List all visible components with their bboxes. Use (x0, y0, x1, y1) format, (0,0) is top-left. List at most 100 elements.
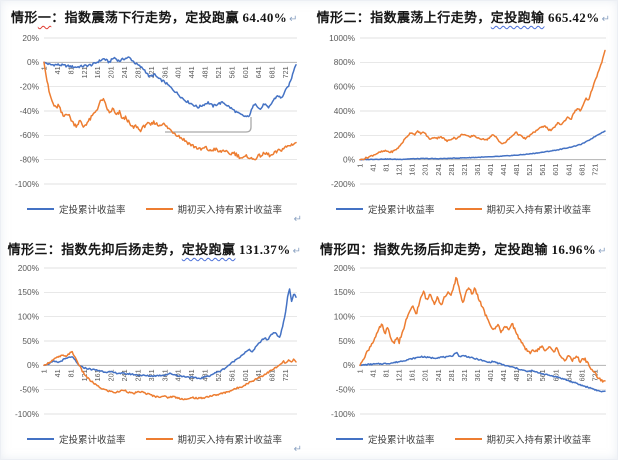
y-axis-tick-label: 1000% (329, 33, 355, 43)
x-axis-tick-label: 641 (564, 164, 573, 176)
legend-label: 期初买入持有累计收益率 (177, 435, 283, 446)
y-axis-tick-label: -100% (331, 409, 356, 419)
x-axis-tick-label: 161 (93, 66, 102, 78)
legend-label: 定投累计收益率 (58, 205, 126, 216)
x-axis-tick-label: 641 (564, 369, 573, 381)
x-axis-tick-label: 601 (551, 164, 560, 176)
title-segment: ：指数震荡下行走势，定投跑赢 (51, 10, 243, 25)
x-axis-tick-label: 521 (214, 66, 223, 78)
legend-item: 定投累计收益率 (26, 432, 126, 446)
legend-label: 期初买入持有累计收益率 (177, 205, 283, 216)
x-axis-tick-label: 521 (214, 369, 223, 381)
x-axis-tick-label: 561 (538, 164, 547, 176)
x-axis-tick-label: 41 (53, 66, 62, 74)
legend-line-swatch (145, 208, 173, 210)
x-axis-tick-label: 161 (408, 164, 417, 176)
x-axis-tick-label: 1 (356, 164, 365, 168)
x-axis-tick-label: 321 (460, 164, 469, 176)
series-line-buy-and-hold (359, 49, 606, 161)
x-axis-tick-label: 561 (538, 369, 547, 381)
legend-item: 定投累计收益率 (26, 202, 126, 216)
x-axis-tick-label: 401 (486, 369, 495, 381)
x-axis-tick-label: 561 (227, 66, 236, 78)
x-axis-tick-label: 321 (147, 66, 156, 78)
line-chart-scenario-1: 20% 0% -20% -40% -60% -80% -100% 1 41 81 121 161 201… (15, 33, 297, 189)
legend-item: 期初买入持有累计收益率 (145, 432, 283, 446)
y-axis-tick-label: 50% (338, 336, 355, 346)
x-axis-tick-label: 361 (160, 66, 169, 78)
y-axis-tick-label: -60% (20, 130, 40, 140)
x-axis-tick-label: 681 (577, 369, 586, 381)
x-axis-tick-label: 641 (254, 66, 263, 78)
series-line-sip (43, 288, 297, 380)
title-segment: 131.37% (235, 242, 291, 257)
y-axis-tick-label: 100% (334, 311, 356, 321)
y-axis-tick-label: 0% (27, 360, 40, 370)
x-axis-tick-label: 721 (590, 369, 599, 381)
y-axis-tick-label: 200% (334, 263, 356, 273)
x-axis-tick-label: 281 (447, 164, 456, 176)
y-axis-tick-label: 600% (334, 81, 356, 91)
legend-item: 期初买入持有累计收益率 (454, 202, 591, 216)
x-axis-tick-label: 561 (227, 369, 236, 381)
x-axis-tick-label: 81 (66, 66, 75, 74)
y-axis-tick-label: -100% (15, 179, 40, 189)
x-axis-tick-label: 241 (120, 369, 129, 381)
title-segment: 一 (37, 10, 52, 25)
x-axis-tick-label: 681 (268, 66, 277, 78)
title-segment: 665.42% (544, 10, 600, 25)
x-axis-tick-label: 721 (281, 66, 290, 78)
x-axis-tick-label: 441 (499, 164, 508, 176)
chart-panel-scenario-1: 情形一：指数震荡下行走势，定投跑赢 64.40% ↵ 20% 0% -20% -40% -… (0, 0, 309, 230)
chart-title-scenario-1: 情形一：指数震荡下行走势，定投跑赢 64.40% ↵ (0, 7, 309, 26)
callout-leader-line (165, 117, 252, 133)
legend-item: 定投累计收益率 (335, 432, 435, 446)
x-axis-tick-label: 681 (268, 369, 277, 381)
x-axis-tick-label: 81 (382, 369, 391, 377)
title-segment: 定投跑赢 (181, 242, 236, 257)
x-axis-tick-label: 521 (525, 164, 534, 176)
y-axis-tick-label: 0% (343, 360, 356, 370)
legend-line-swatch (26, 438, 54, 440)
x-axis-tick-label: 201 (107, 66, 116, 78)
x-axis-tick-label: 321 (460, 369, 469, 381)
x-axis-tick-label: 721 (281, 369, 290, 381)
y-axis-tick-label: 800% (334, 57, 356, 67)
x-axis-tick-label: 161 (93, 369, 102, 381)
y-axis-tick-label: -80% (20, 154, 40, 164)
x-axis-tick-label: 41 (369, 164, 378, 172)
x-axis-tick-label: 401 (174, 369, 183, 381)
y-axis-tick-label: 0% (343, 154, 356, 164)
x-axis-tick-label: 121 (80, 66, 89, 78)
x-axis-tick-label: 81 (66, 369, 75, 377)
legend-label: 定投累计收益率 (58, 435, 126, 446)
chart-panel-scenario-3: 情形三：指数先抑后扬走势，定投跑赢 131.37% ↵ 200% 150% 100% 5… (0, 230, 309, 460)
legend-item: 期初买入持有累计收益率 (145, 202, 283, 216)
title-segment: 定投跑输 (490, 10, 545, 25)
series-line-buy-and-hold (43, 61, 297, 161)
y-axis-tick-label: -200% (331, 179, 356, 189)
x-axis-tick-label: 201 (421, 369, 430, 381)
y-axis-tick-label: 400% (334, 106, 356, 116)
y-axis-tick-label: -100% (15, 409, 40, 419)
paragraph-mark-icon: ↵ (598, 246, 607, 257)
x-axis-tick-label: 121 (395, 164, 404, 176)
x-axis-tick-label: 521 (525, 369, 534, 381)
x-axis-tick-label: 641 (254, 369, 263, 381)
x-axis-tick-label: 481 (201, 369, 210, 381)
x-axis-tick-label: 281 (133, 66, 142, 78)
title-segment: 情形三：指数先抑后扬走势， (7, 242, 182, 257)
x-axis-tick-label: 361 (473, 369, 482, 381)
chart-legend-scenario-2: 定投累计收益率 期初买入持有累计收益率 (309, 201, 618, 217)
title-segment: 情形 (11, 10, 38, 25)
y-axis-tick-label: 150% (334, 287, 356, 297)
chart-legend-scenario-4: 定投累计收益率 期初买入持有累计收益率 (309, 431, 618, 447)
x-axis-tick-label: 281 (447, 369, 456, 381)
y-axis-tick-label: -50% (336, 384, 356, 394)
chart-title-scenario-3: 情形三：指数先抑后扬走势，定投跑赢 131.37% ↵ (0, 239, 309, 258)
paragraph-mark-icon: ↵ (293, 444, 302, 455)
x-axis-tick-label: 41 (369, 369, 378, 377)
paragraph-mark-icon: ↵ (292, 246, 302, 257)
x-axis-tick-label: 121 (395, 369, 404, 381)
